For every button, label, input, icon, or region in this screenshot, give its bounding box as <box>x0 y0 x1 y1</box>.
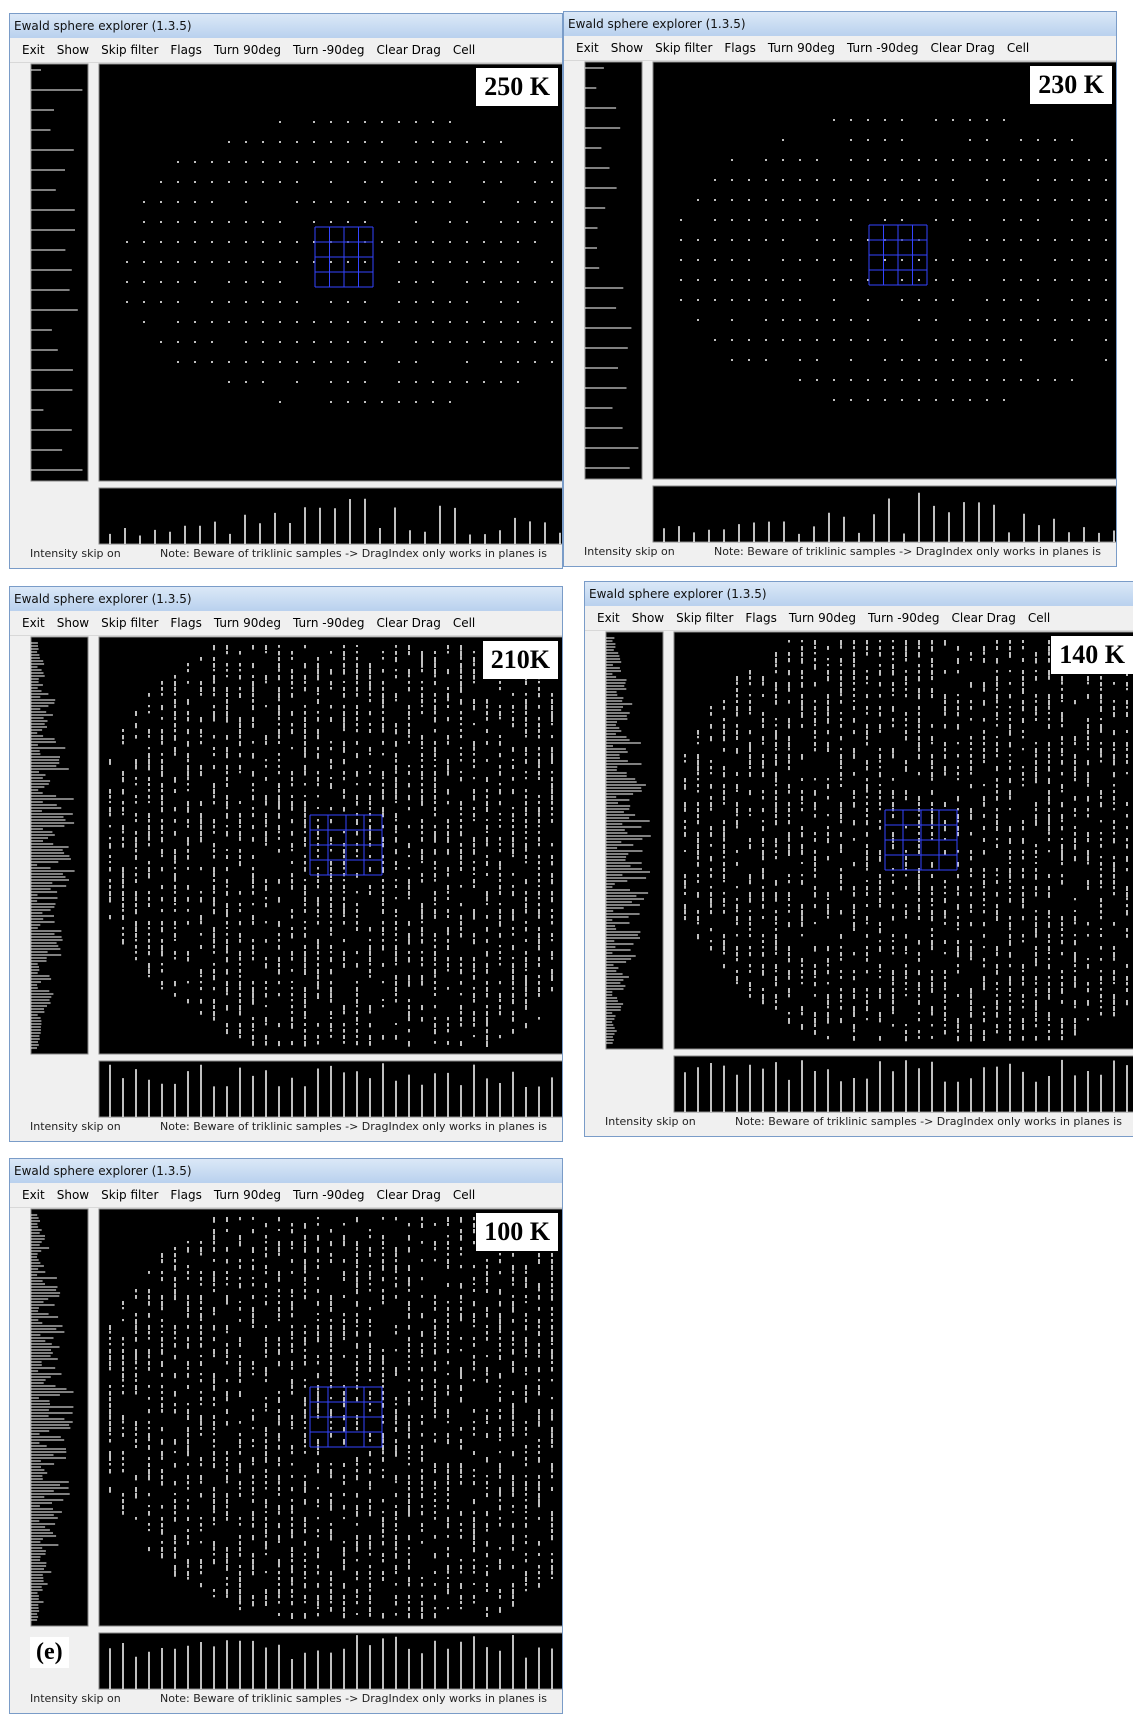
menu-item[interactable]: Exit <box>576 41 599 55</box>
menu-item[interactable]: Show <box>57 616 89 630</box>
menu-item[interactable]: Exit <box>22 616 45 630</box>
menu-item[interactable]: Flags <box>745 611 776 625</box>
menu-item[interactable]: Turn -90deg <box>293 43 364 57</box>
menu-item[interactable]: Flags <box>170 1188 201 1202</box>
menu-item[interactable]: Turn -90deg <box>847 41 918 55</box>
app-window: Ewald sphere explorer (1.3.5) Exit Show Ski… <box>563 11 1117 567</box>
menu-item[interactable]: Clear Drag <box>376 1188 440 1202</box>
status-note: Note: Beware of triklinic samples -> Dra… <box>735 1115 1122 1128</box>
menu-item[interactable]: Turn 90deg <box>768 41 835 55</box>
menu-item[interactable]: Flags <box>170 43 201 57</box>
temperature-label: 140 K <box>1051 636 1133 674</box>
panel-label: (e) <box>30 1637 69 1668</box>
menu-item[interactable]: Cell <box>1028 611 1050 625</box>
side-histogram <box>31 64 88 481</box>
menu-item[interactable]: Cell <box>453 43 475 57</box>
menu-item[interactable]: Clear Drag <box>951 611 1015 625</box>
side-histogram <box>585 62 642 479</box>
menu-item[interactable]: Skip filter <box>101 616 158 630</box>
menu-item[interactable]: Clear Drag <box>376 43 440 57</box>
temperature-label: 230 K <box>1030 66 1112 104</box>
app-window: Ewald sphere explorer (1.3.5) Exit Show Ski… <box>9 13 563 569</box>
viewer <box>585 630 1133 1137</box>
status-text: Intensity skip on <box>584 545 675 558</box>
viewer <box>10 62 563 569</box>
menu-item[interactable]: Turn -90deg <box>293 616 364 630</box>
menu-item[interactable]: Turn -90deg <box>868 611 939 625</box>
temperature-label: 210K <box>483 641 558 679</box>
menu-item[interactable]: Exit <box>22 43 45 57</box>
status-text: Intensity skip on <box>30 1120 121 1133</box>
app-window: Ewald sphere explorer (1.3.5) Exit Show Ski… <box>9 1158 563 1714</box>
menu-item[interactable]: Exit <box>22 1188 45 1202</box>
menu-item[interactable]: Cell <box>1007 41 1029 55</box>
title-bar: Ewald sphere explorer (1.3.5) <box>585 582 1133 606</box>
status-text: Intensity skip on <box>30 547 121 560</box>
menu-bar: Exit Show Skip filter Flags Turn 90deg Turn -… <box>564 36 1116 61</box>
menu-bar: Exit Show Skip filter Flags Turn 90deg Turn -… <box>10 1183 562 1208</box>
status-note: Note: Beware of triklinic samples -> Dra… <box>714 545 1101 558</box>
status-note: Note: Beware of triklinic samples -> Dra… <box>160 547 547 560</box>
menu-bar: Exit Show Skip filter Flags Turn 90deg Turn -… <box>585 606 1133 631</box>
menu-item[interactable]: Turn 90deg <box>214 43 281 57</box>
menu-item[interactable]: Turn 90deg <box>789 611 856 625</box>
menu-item[interactable]: Show <box>632 611 664 625</box>
bottom-histogram <box>653 486 1117 542</box>
menu-item[interactable]: Show <box>611 41 643 55</box>
status-text: Intensity skip on <box>605 1115 696 1128</box>
viewer <box>10 1207 563 1714</box>
menu-item[interactable]: Show <box>57 1188 89 1202</box>
status-note: Note: Beware of triklinic samples -> Dra… <box>160 1120 547 1133</box>
title-bar: Ewald sphere explorer (1.3.5) <box>10 14 563 38</box>
menu-item[interactable]: Turn 90deg <box>214 1188 281 1202</box>
menu-bar: Exit Show Skip filter Flags Turn 90deg Turn -… <box>10 611 562 636</box>
status-note: Note: Beware of triklinic samples -> Dra… <box>160 1692 547 1705</box>
app-window: Ewald sphere explorer (1.3.5) Exit Show Ski… <box>9 586 563 1142</box>
menu-item[interactable]: Skip filter <box>101 43 158 57</box>
bottom-histogram <box>99 488 563 544</box>
title-bar: Ewald sphere explorer (1.3.5) <box>10 587 563 611</box>
menu-item[interactable]: Cell <box>453 1188 475 1202</box>
page: Ewald sphere explorer (1.3.5) Exit Show Ski… <box>0 0 1133 1713</box>
status-text: Intensity skip on <box>30 1692 121 1705</box>
menu-item[interactable]: Exit <box>597 611 620 625</box>
viewer <box>564 60 1117 567</box>
menu-item[interactable]: Show <box>57 43 89 57</box>
title-bar: Ewald sphere explorer (1.3.5) <box>10 1159 563 1183</box>
app-window: Ewald sphere explorer (1.3.5) Exit Show Ski… <box>584 581 1133 1137</box>
menu-item[interactable]: Cell <box>453 616 475 630</box>
menu-item[interactable]: Flags <box>170 616 201 630</box>
menu-item[interactable]: Skip filter <box>676 611 733 625</box>
title-bar: Ewald sphere explorer (1.3.5) <box>564 12 1117 36</box>
temperature-label: 100 K <box>476 1213 558 1251</box>
menu-item[interactable]: Turn -90deg <box>293 1188 364 1202</box>
menu-item[interactable]: Skip filter <box>101 1188 158 1202</box>
menu-item[interactable]: Clear Drag <box>376 616 440 630</box>
temperature-label: 250 K <box>476 68 558 106</box>
menu-item[interactable]: Turn 90deg <box>214 616 281 630</box>
viewer <box>10 635 563 1142</box>
menu-item[interactable]: Clear Drag <box>930 41 994 55</box>
menu-item[interactable]: Flags <box>724 41 755 55</box>
bottom-histogram <box>674 1056 1133 1112</box>
menu-bar: Exit Show Skip filter Flags Turn 90deg Turn -… <box>10 38 562 63</box>
menu-item[interactable]: Skip filter <box>655 41 712 55</box>
